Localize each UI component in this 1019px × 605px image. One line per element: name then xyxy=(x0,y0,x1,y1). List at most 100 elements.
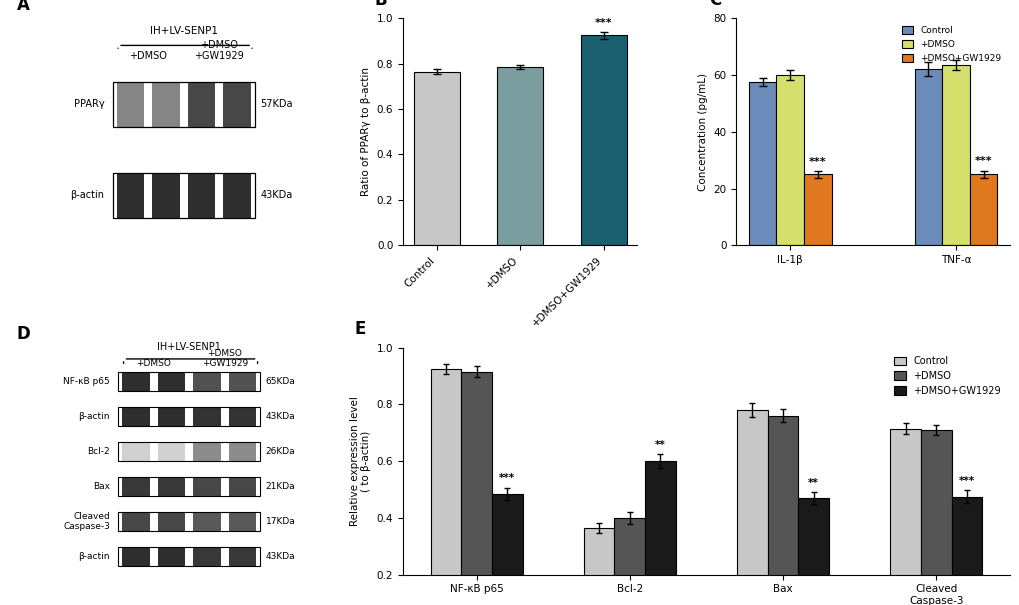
Bar xyxy=(157,548,185,566)
Text: Bax: Bax xyxy=(93,482,110,491)
Bar xyxy=(193,477,221,496)
Bar xyxy=(223,82,251,127)
Text: **: ** xyxy=(654,440,665,450)
Text: 57KDa: 57KDa xyxy=(260,99,292,110)
Bar xyxy=(157,442,185,461)
Bar xyxy=(152,172,179,218)
Text: +DMSO
+GW1929: +DMSO +GW1929 xyxy=(202,348,248,368)
Bar xyxy=(890,428,920,605)
Text: IH+LV-SENP1: IH+LV-SENP1 xyxy=(157,342,221,352)
Bar xyxy=(223,172,251,218)
Text: 43KDa: 43KDa xyxy=(260,191,292,200)
Y-axis label: Concentration (pg/mL): Concentration (pg/mL) xyxy=(697,73,707,191)
Text: ***: *** xyxy=(594,18,612,28)
Text: E: E xyxy=(355,321,366,338)
Bar xyxy=(122,548,150,566)
Bar xyxy=(491,494,522,605)
Text: IH+LV-SENP1: IH+LV-SENP1 xyxy=(150,27,217,36)
Bar xyxy=(193,407,221,426)
Bar xyxy=(228,512,256,531)
Bar xyxy=(122,477,150,496)
Text: PPARγ: PPARγ xyxy=(73,99,104,110)
Bar xyxy=(193,548,221,566)
Bar xyxy=(187,82,215,127)
Bar xyxy=(193,512,221,531)
Bar xyxy=(951,497,981,605)
Bar xyxy=(118,372,260,391)
Bar xyxy=(803,174,830,246)
Bar xyxy=(228,477,256,496)
Text: Cleaved
Caspase-3: Cleaved Caspase-3 xyxy=(63,512,110,531)
Text: 21KDa: 21KDa xyxy=(266,482,296,491)
Bar xyxy=(461,371,491,605)
Bar xyxy=(187,172,215,218)
Bar xyxy=(920,430,951,605)
Text: **: ** xyxy=(807,477,818,488)
Text: 17KDa: 17KDa xyxy=(266,517,296,526)
Text: NF-κB p65: NF-κB p65 xyxy=(63,377,110,386)
Bar xyxy=(157,477,185,496)
Bar xyxy=(798,498,828,605)
Bar xyxy=(157,372,185,391)
Bar xyxy=(430,369,461,605)
Text: A: A xyxy=(17,0,30,13)
Bar xyxy=(118,442,260,461)
Bar xyxy=(112,172,255,218)
Bar xyxy=(580,35,626,246)
Bar xyxy=(644,461,676,605)
Bar xyxy=(116,172,144,218)
Text: Bcl-2: Bcl-2 xyxy=(88,447,110,456)
Text: B: B xyxy=(375,0,387,9)
Bar xyxy=(118,477,260,496)
Bar xyxy=(118,548,260,566)
Bar xyxy=(228,548,256,566)
Text: ***: *** xyxy=(974,156,991,166)
Bar xyxy=(112,82,255,127)
Bar xyxy=(748,82,775,246)
Text: +DMSO: +DMSO xyxy=(137,359,171,368)
Text: β-actin: β-actin xyxy=(70,191,104,200)
Bar xyxy=(767,416,798,605)
Legend: Control, +DMSO, +DMSO+GW1929: Control, +DMSO, +DMSO+GW1929 xyxy=(898,22,1005,67)
Text: 26KDa: 26KDa xyxy=(266,447,296,456)
Text: 43KDa: 43KDa xyxy=(266,412,296,421)
Text: +DMSO
+GW1929: +DMSO +GW1929 xyxy=(195,40,244,61)
Text: ***: *** xyxy=(958,476,974,486)
Bar xyxy=(969,174,997,246)
Bar xyxy=(414,71,460,246)
Bar xyxy=(122,407,150,426)
Bar xyxy=(116,82,144,127)
Text: 43KDa: 43KDa xyxy=(266,552,296,561)
Bar xyxy=(193,372,221,391)
Bar xyxy=(122,442,150,461)
Text: ***: *** xyxy=(808,157,825,166)
Bar xyxy=(193,442,221,461)
Bar xyxy=(157,407,185,426)
Bar xyxy=(118,512,260,531)
Text: D: D xyxy=(17,325,31,343)
Text: C: C xyxy=(708,0,720,9)
Text: +DMSO: +DMSO xyxy=(129,51,167,61)
Bar xyxy=(228,372,256,391)
Bar xyxy=(122,512,150,531)
Y-axis label: Ratio of PPARγ to β-actin: Ratio of PPARγ to β-actin xyxy=(361,67,371,196)
Legend: Control, +DMSO, +DMSO+GW1929: Control, +DMSO, +DMSO+GW1929 xyxy=(890,353,1004,400)
Text: ***: *** xyxy=(498,473,515,483)
Bar xyxy=(914,69,942,246)
Bar xyxy=(942,65,969,246)
Bar xyxy=(228,442,256,461)
Text: β-actin: β-actin xyxy=(78,412,110,421)
Bar xyxy=(775,75,803,246)
Bar xyxy=(157,512,185,531)
Bar xyxy=(583,528,613,605)
Bar xyxy=(152,82,179,127)
Bar xyxy=(737,410,767,605)
Bar xyxy=(228,407,256,426)
Bar xyxy=(122,372,150,391)
Bar xyxy=(118,407,260,426)
Text: 65KDa: 65KDa xyxy=(266,377,296,386)
Text: β-actin: β-actin xyxy=(78,552,110,561)
Y-axis label: Relative expression level
( to β-actin): Relative expression level ( to β-actin) xyxy=(350,396,371,526)
Bar xyxy=(496,67,543,246)
Bar xyxy=(613,518,644,605)
